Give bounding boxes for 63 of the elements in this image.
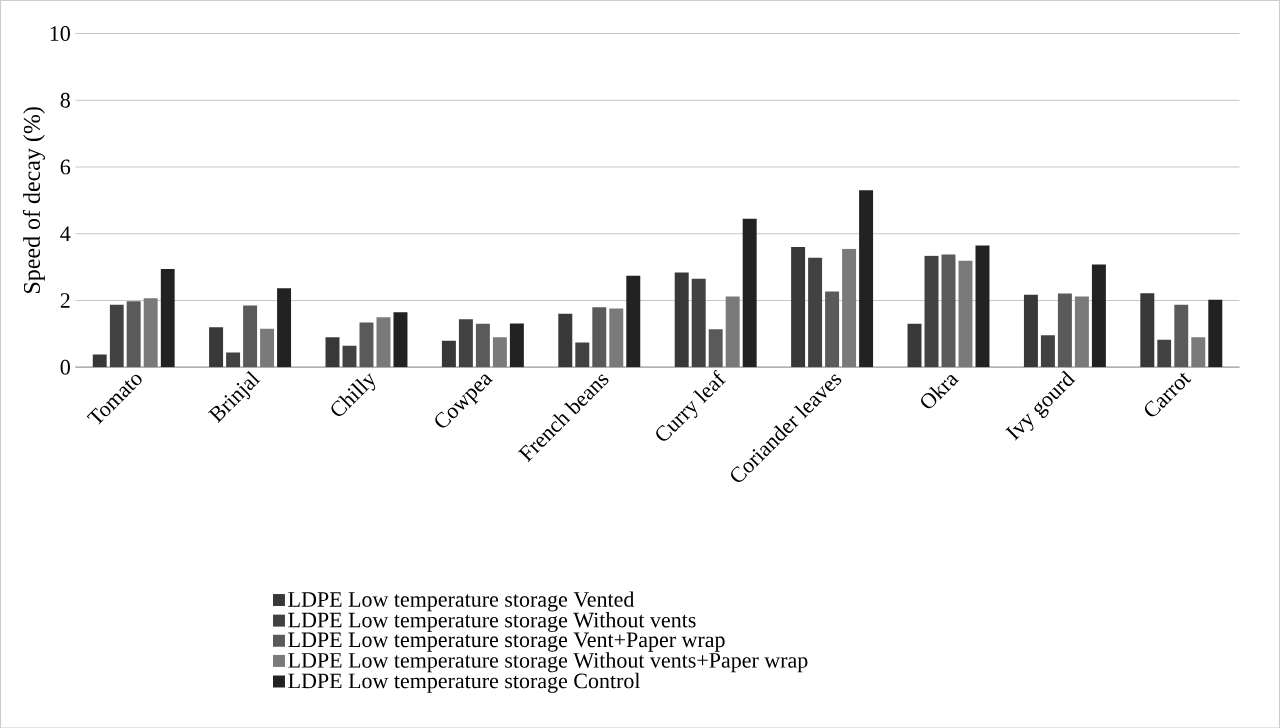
bar xyxy=(708,328,723,367)
bar xyxy=(1023,294,1038,367)
bar xyxy=(924,255,939,367)
bar xyxy=(160,268,175,367)
bar xyxy=(1040,334,1055,367)
bar xyxy=(609,308,624,367)
bar xyxy=(592,306,607,367)
x-tick-label: Okra xyxy=(921,374,960,409)
bar xyxy=(458,318,473,367)
bar xyxy=(791,246,806,367)
bar xyxy=(260,328,275,367)
bar xyxy=(691,278,706,367)
bar xyxy=(277,287,292,367)
bar xyxy=(1157,339,1172,367)
bar xyxy=(126,300,141,367)
bar xyxy=(492,336,507,367)
bar xyxy=(92,354,107,367)
legend-label: LDPE Low temperature storage Vent+Paper wrap xyxy=(288,632,725,652)
bar xyxy=(342,345,357,367)
bar xyxy=(325,336,340,367)
bar xyxy=(859,190,874,367)
bar xyxy=(243,305,258,367)
bar xyxy=(1174,304,1189,367)
bar xyxy=(674,272,689,367)
bar xyxy=(359,322,374,367)
y-tick-label: 8 xyxy=(60,92,70,108)
legend-label: LDPE Low temperature storage Without vents+Paper wrap xyxy=(288,652,808,673)
bar xyxy=(376,316,391,367)
bar xyxy=(742,218,757,367)
bar xyxy=(226,352,241,367)
bar xyxy=(808,257,823,367)
bar xyxy=(1057,293,1072,367)
bar xyxy=(1091,264,1106,367)
bar xyxy=(575,342,590,367)
y-axis-title: Speed of decay (%) xyxy=(22,106,45,293)
bar xyxy=(725,296,740,367)
legend-label: LDPE Low temperature storage Vented xyxy=(288,591,635,612)
bar xyxy=(1074,296,1089,367)
bar xyxy=(825,291,840,367)
y-tick-label: 6 xyxy=(60,159,71,175)
bar xyxy=(907,323,922,367)
bar xyxy=(441,340,456,367)
bar xyxy=(941,254,956,367)
y-tick-label: 0 xyxy=(60,359,70,375)
y-tick-label: 2 xyxy=(60,292,70,308)
bar xyxy=(143,297,158,367)
bar xyxy=(393,311,408,367)
bar xyxy=(975,245,990,367)
bar xyxy=(109,304,124,367)
bar xyxy=(475,323,490,367)
bar xyxy=(558,313,573,367)
y-tick-label: 10 xyxy=(50,25,70,41)
bar xyxy=(842,248,857,367)
bar xyxy=(509,323,524,367)
bar xyxy=(1140,292,1155,367)
bar xyxy=(1208,299,1223,367)
legend-label: LDPE Low temperature storage Without vents xyxy=(288,611,696,632)
bar xyxy=(626,275,641,367)
legend-label: LDPE Low temperature storage Control xyxy=(288,672,641,693)
bar xyxy=(958,260,973,367)
bar xyxy=(1191,336,1206,367)
bar xyxy=(209,326,224,367)
y-tick-label: 4 xyxy=(60,226,71,241)
